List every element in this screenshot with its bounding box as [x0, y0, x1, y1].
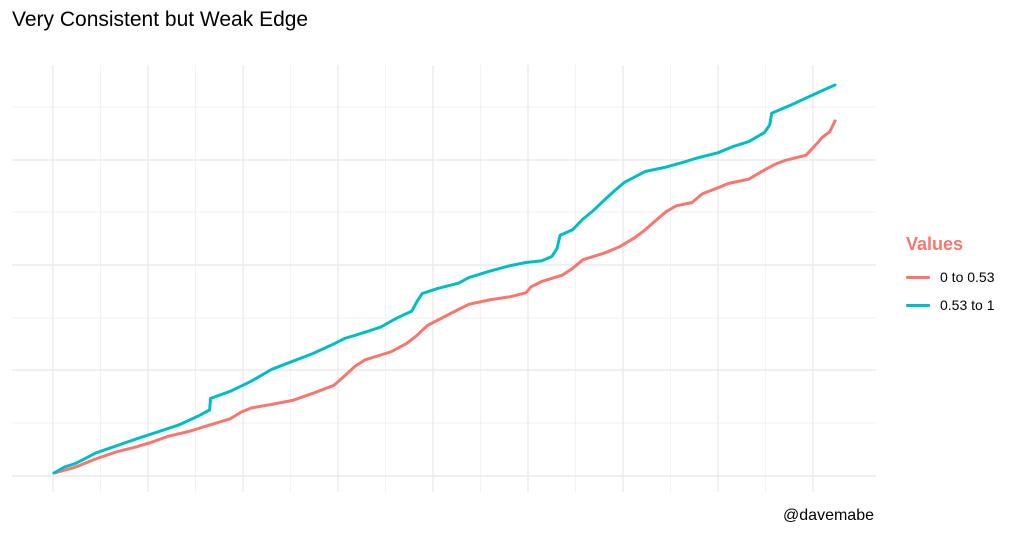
legend-title: Values — [906, 234, 964, 254]
legend-item-series-1: 0 to 0.53 — [906, 263, 995, 291]
legend: Values 0 to 0.53 0.53 to 1 — [906, 234, 995, 319]
legend-label-series-1: 0 to 0.53 — [940, 269, 995, 285]
legend-label-series-2: 0.53 to 1 — [940, 297, 995, 313]
legend-key-series-2 — [906, 303, 930, 307]
series-lines — [52, 83, 837, 475]
series-line-2 — [52, 83, 837, 475]
legend-item-series-2: 0.53 to 1 — [906, 291, 995, 319]
series-line-1 — [52, 119, 837, 475]
grid — [12, 65, 876, 492]
caption: @davemabe — [783, 507, 874, 524]
chart-title: Very Consistent but Weak Edge — [12, 8, 309, 31]
legend-key-series-1 — [906, 275, 930, 279]
